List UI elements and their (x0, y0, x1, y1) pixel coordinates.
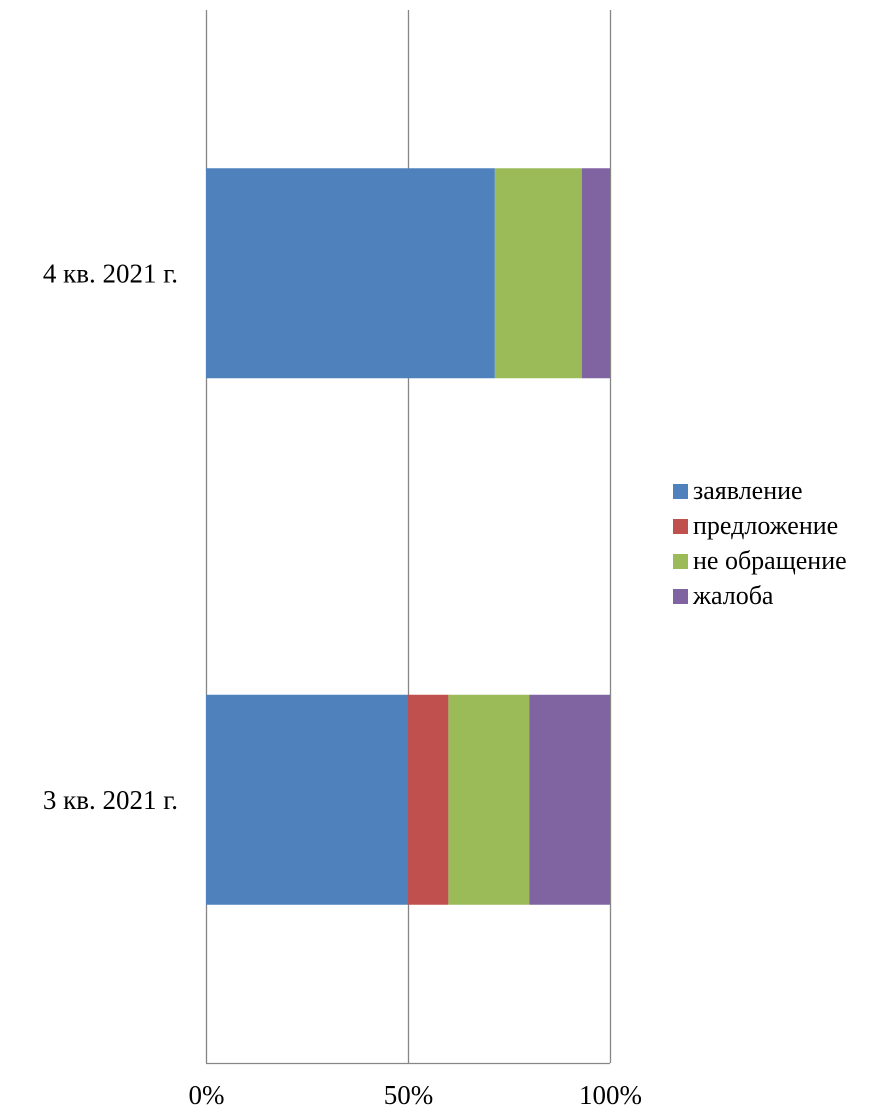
legend-label: предложение (693, 511, 838, 540)
x-tick-label: 100% (579, 1080, 642, 1110)
bars-layer (206, 168, 610, 905)
category-label: 4 кв. 2021 г. (43, 258, 178, 288)
legend-label: заявление (693, 476, 803, 505)
bar-segment (206, 694, 408, 905)
legend-label: не обращение (693, 546, 847, 575)
x-tick-label: 50% (384, 1080, 434, 1110)
legend-swatch (673, 554, 688, 569)
bar-segment (448, 694, 530, 905)
legend-swatch (673, 484, 688, 499)
bar-segment (529, 694, 610, 905)
legend-swatch (673, 519, 688, 534)
grid-layer (205, 10, 612, 1063)
legend-label: жалоба (692, 581, 774, 610)
category-label: 3 кв. 2021 г. (43, 785, 178, 815)
legend: заявление предложение не обращение жалоба (673, 476, 847, 610)
x-tick-label: 0% (189, 1080, 225, 1110)
bar-segment (581, 168, 610, 379)
axis-layer: 0% 50% 100% 3 кв. 2021 г. 4 кв. 2021 г. (43, 258, 642, 1110)
bar-segment (408, 694, 449, 905)
bar-segment (206, 168, 495, 379)
bar-segment (494, 168, 582, 379)
legend-swatch (673, 589, 688, 604)
